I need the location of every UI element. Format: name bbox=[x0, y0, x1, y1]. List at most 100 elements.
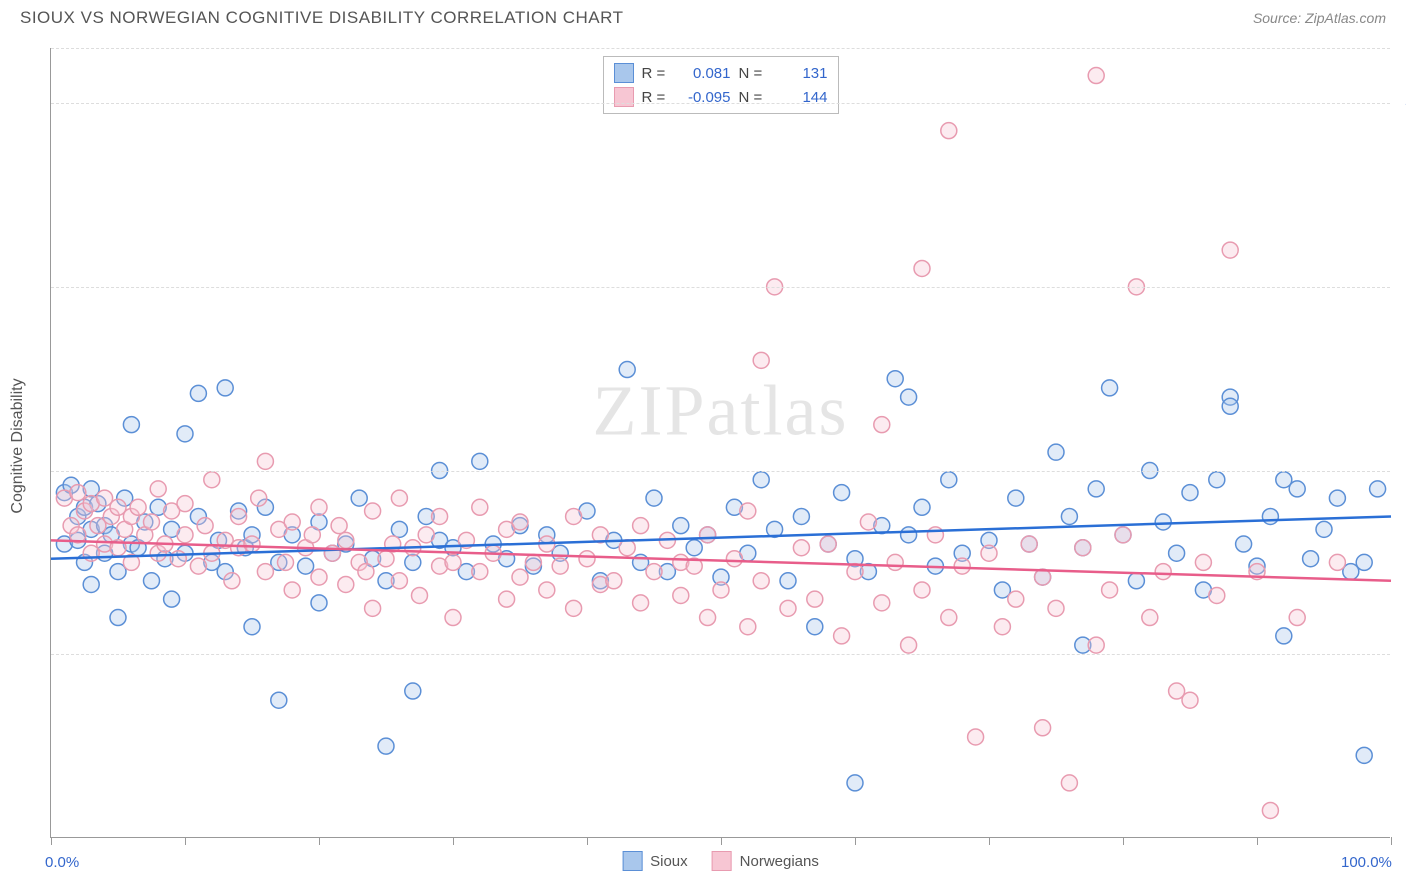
data-point bbox=[1142, 610, 1158, 626]
data-point bbox=[807, 619, 823, 635]
data-point bbox=[391, 573, 407, 589]
gridline bbox=[51, 287, 1390, 288]
data-point bbox=[1182, 485, 1198, 501]
data-point bbox=[780, 600, 796, 616]
data-point bbox=[1075, 540, 1091, 556]
gridline bbox=[51, 103, 1390, 104]
data-point bbox=[753, 573, 769, 589]
data-point bbox=[204, 472, 220, 488]
data-point bbox=[284, 514, 300, 530]
data-point bbox=[432, 508, 448, 524]
data-point bbox=[412, 587, 428, 603]
data-point bbox=[793, 540, 809, 556]
data-point bbox=[170, 551, 186, 567]
data-point bbox=[606, 573, 622, 589]
data-point bbox=[130, 499, 146, 515]
data-point bbox=[887, 554, 903, 570]
gridline bbox=[51, 48, 1390, 49]
data-point bbox=[331, 518, 347, 534]
data-point bbox=[231, 508, 247, 524]
data-point bbox=[1048, 600, 1064, 616]
data-point bbox=[123, 417, 139, 433]
data-point bbox=[914, 499, 930, 515]
x-tick bbox=[855, 837, 856, 845]
data-point bbox=[197, 518, 213, 534]
x-tick bbox=[1123, 837, 1124, 845]
data-point bbox=[244, 619, 260, 635]
data-point bbox=[358, 564, 374, 580]
data-point bbox=[365, 600, 381, 616]
gridline bbox=[51, 654, 1390, 655]
data-point bbox=[1222, 398, 1238, 414]
data-point bbox=[793, 508, 809, 524]
data-point bbox=[391, 490, 407, 506]
data-point bbox=[472, 453, 488, 469]
data-point bbox=[968, 729, 984, 745]
data-point bbox=[1289, 610, 1305, 626]
data-point bbox=[901, 527, 917, 543]
data-point bbox=[633, 518, 649, 534]
data-point bbox=[726, 551, 742, 567]
data-point bbox=[1115, 527, 1131, 543]
data-point bbox=[1356, 747, 1372, 763]
data-point bbox=[1222, 242, 1238, 258]
data-point bbox=[1169, 545, 1185, 561]
data-point bbox=[445, 610, 461, 626]
data-point bbox=[673, 587, 689, 603]
data-point bbox=[1088, 481, 1104, 497]
r-value-sioux: 0.081 bbox=[676, 65, 731, 82]
x-tick bbox=[185, 837, 186, 845]
legend-swatch-norwegians bbox=[712, 851, 732, 871]
data-point bbox=[646, 490, 662, 506]
data-point bbox=[1303, 551, 1319, 567]
data-point bbox=[525, 554, 541, 570]
data-point bbox=[1182, 692, 1198, 708]
legend-item-sioux: Sioux bbox=[622, 851, 688, 871]
data-point bbox=[874, 417, 890, 433]
data-point bbox=[190, 558, 206, 574]
data-point bbox=[1262, 508, 1278, 524]
data-point bbox=[834, 628, 850, 644]
data-point bbox=[271, 692, 287, 708]
data-point bbox=[365, 503, 381, 519]
data-point bbox=[83, 576, 99, 592]
data-point bbox=[150, 481, 166, 497]
data-point bbox=[1262, 802, 1278, 818]
r-label: R = bbox=[642, 65, 668, 82]
data-point bbox=[405, 554, 421, 570]
data-point bbox=[686, 540, 702, 556]
data-point bbox=[499, 591, 515, 607]
x-tick bbox=[453, 837, 454, 845]
data-point bbox=[1035, 720, 1051, 736]
data-point bbox=[927, 527, 943, 543]
data-point bbox=[472, 499, 488, 515]
n-label: N = bbox=[739, 65, 765, 82]
data-point bbox=[1329, 554, 1345, 570]
data-point bbox=[177, 496, 193, 512]
data-point bbox=[579, 551, 595, 567]
data-point bbox=[941, 472, 957, 488]
data-point bbox=[257, 453, 273, 469]
data-point bbox=[552, 558, 568, 574]
chart-container: ZIPatlas R = 0.081 N = 131 R = -0.095 N … bbox=[50, 48, 1390, 838]
chart-title: SIOUX VS NORWEGIAN COGNITIVE DISABILITY … bbox=[20, 8, 623, 28]
stats-legend-box: R = 0.081 N = 131 R = -0.095 N = 144 bbox=[603, 56, 839, 114]
data-point bbox=[713, 582, 729, 598]
y-axis-title: Cognitive Disability bbox=[9, 378, 27, 513]
data-point bbox=[619, 362, 635, 378]
data-point bbox=[941, 610, 957, 626]
chart-source: Source: ZipAtlas.com bbox=[1253, 10, 1386, 26]
data-point bbox=[1128, 573, 1144, 589]
data-point bbox=[378, 551, 394, 567]
x-tick-label: 100.0% bbox=[1341, 854, 1392, 871]
data-point bbox=[700, 527, 716, 543]
data-point bbox=[914, 582, 930, 598]
data-point bbox=[566, 508, 582, 524]
data-point bbox=[914, 260, 930, 276]
data-point bbox=[887, 371, 903, 387]
data-point bbox=[351, 490, 367, 506]
data-point bbox=[1061, 775, 1077, 791]
data-point bbox=[1209, 587, 1225, 603]
data-point bbox=[700, 610, 716, 626]
data-point bbox=[338, 576, 354, 592]
